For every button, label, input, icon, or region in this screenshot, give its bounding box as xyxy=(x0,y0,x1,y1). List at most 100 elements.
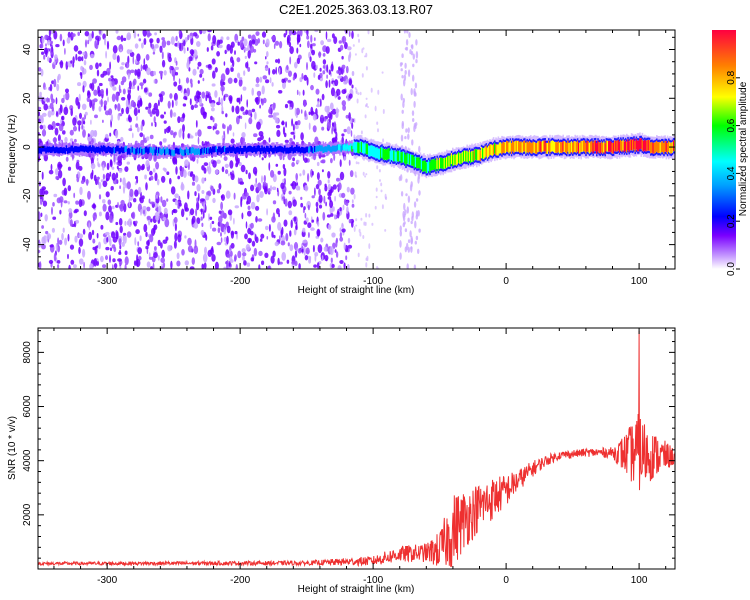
noise-speckle xyxy=(75,219,80,224)
ridge-edge xyxy=(540,139,543,142)
noise-speckle xyxy=(141,84,143,90)
noise-speckle xyxy=(197,91,202,96)
noise-speckle xyxy=(67,253,69,260)
noise-speckle xyxy=(89,263,94,269)
noise-speckle xyxy=(197,136,200,145)
noise-speckle xyxy=(250,257,254,262)
ridge-edge xyxy=(366,141,369,144)
noise-speckle xyxy=(273,234,276,239)
ridge-edge xyxy=(590,152,592,155)
ridge-edge xyxy=(597,151,599,154)
noise-speckle xyxy=(240,115,243,120)
noise-speckle xyxy=(294,107,297,117)
noise-speckle xyxy=(400,191,404,197)
noise-speckle xyxy=(274,241,279,247)
noise-speckle xyxy=(405,193,408,197)
noise-speckle xyxy=(187,133,190,139)
ridge-core xyxy=(467,152,470,163)
noise-speckle xyxy=(108,205,112,213)
ridge-edge xyxy=(664,138,666,141)
noise-speckle xyxy=(276,129,281,137)
ridge-edge xyxy=(459,164,461,167)
ridge-edge xyxy=(357,153,359,156)
ridge-edge xyxy=(641,150,644,153)
noise-speckle xyxy=(196,158,199,164)
noise-speckle xyxy=(52,137,58,143)
ridge-edge xyxy=(425,159,428,163)
ridge-edge xyxy=(596,140,598,143)
ridge-core xyxy=(464,150,466,162)
ridge-edge xyxy=(412,166,414,169)
noise-speckle xyxy=(169,109,173,118)
ridge-core xyxy=(378,148,381,160)
noise-speckle xyxy=(246,99,248,108)
ridge-edge xyxy=(399,161,401,164)
ridge-core xyxy=(550,141,552,152)
ridge-core xyxy=(240,148,243,154)
noise-speckle xyxy=(105,172,111,181)
noise-speckle xyxy=(412,63,415,68)
noise-speckle xyxy=(303,157,308,163)
noise-speckle xyxy=(142,78,147,84)
noise-speckle xyxy=(109,159,113,166)
x-tick-label: -200 xyxy=(230,575,250,586)
noise-speckle xyxy=(277,221,282,231)
noise-speckle xyxy=(62,177,66,187)
noise-speckle xyxy=(310,43,313,49)
noise-speckle xyxy=(410,88,413,96)
noise-speckle xyxy=(154,32,158,36)
noise-speckle xyxy=(292,123,295,133)
ridge-core xyxy=(111,148,113,154)
noise-speckle xyxy=(171,210,174,215)
noise-speckle xyxy=(119,66,124,70)
ridge-edge xyxy=(498,153,501,156)
ridge-core xyxy=(656,141,658,152)
ridge-edge xyxy=(521,140,524,143)
ridge-core xyxy=(167,148,170,155)
noise-speckle xyxy=(285,30,288,36)
noise-speckle xyxy=(148,102,152,109)
ridge-edge xyxy=(575,139,578,142)
ridge-edge xyxy=(574,152,576,155)
ridge-edge xyxy=(473,147,476,150)
noise-speckle xyxy=(352,44,355,47)
noise-speckle xyxy=(197,129,202,137)
ridge-core xyxy=(390,148,393,160)
ridge-core xyxy=(146,146,148,153)
noise-speckle xyxy=(124,220,127,226)
noise-speckle xyxy=(341,222,344,227)
ridge-core xyxy=(218,146,220,153)
noise-speckle xyxy=(52,202,55,207)
noise-speckle xyxy=(214,67,218,73)
ridge-core xyxy=(315,146,317,153)
ridge-core xyxy=(578,142,580,154)
noise-speckle xyxy=(191,181,196,186)
ridge-edge xyxy=(657,153,659,156)
noise-speckle xyxy=(124,250,128,256)
ridge-core xyxy=(432,159,435,170)
noise-speckle xyxy=(402,100,405,109)
ridge-edge xyxy=(672,151,675,154)
noise-speckle xyxy=(354,171,357,177)
noise-speckle xyxy=(244,192,249,197)
ridge-edge xyxy=(530,153,532,156)
noise-speckle xyxy=(321,126,325,131)
noise-speckle xyxy=(183,47,186,54)
ridge-edge xyxy=(369,157,371,160)
noise-speckle xyxy=(307,204,310,209)
noise-speckle xyxy=(309,256,312,261)
noise-speckle xyxy=(230,250,233,257)
y-tick-label: 2000 xyxy=(22,503,33,526)
ridge-core xyxy=(71,145,74,152)
noise-speckle xyxy=(157,255,160,261)
noise-speckle xyxy=(52,216,57,220)
noise-speckle xyxy=(358,38,360,43)
noise-speckle xyxy=(289,244,294,252)
noise-speckle xyxy=(357,161,360,165)
ridge-edge xyxy=(520,138,522,142)
noise-speckle xyxy=(177,40,180,49)
noise-speckle xyxy=(328,79,331,88)
ridge-core xyxy=(406,152,408,164)
noise-speckle xyxy=(360,217,363,221)
noise-speckle xyxy=(289,56,292,65)
